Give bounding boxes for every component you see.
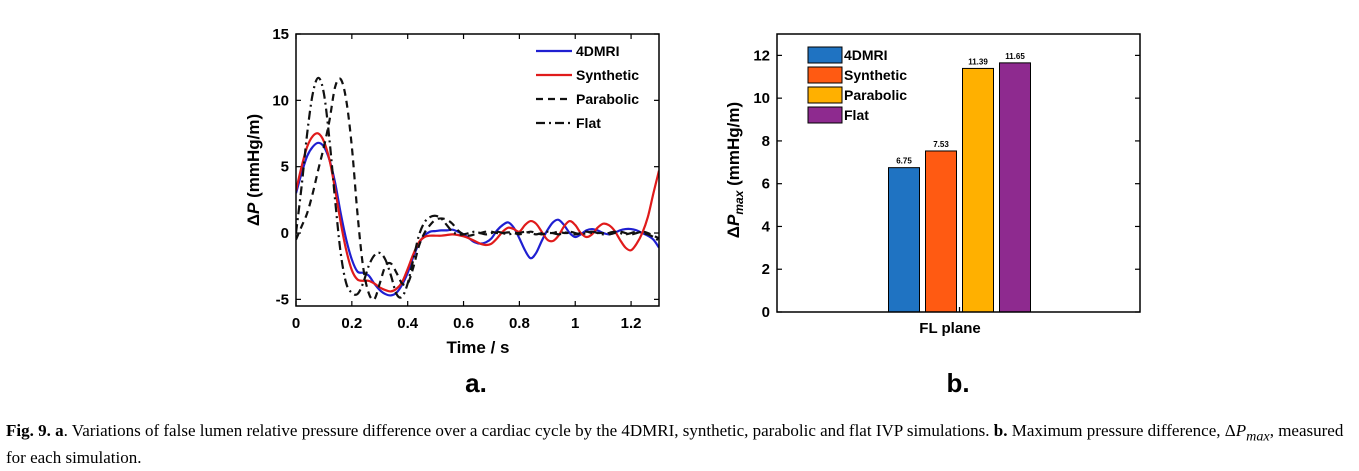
legend-swatch-synthetic: [807, 66, 843, 84]
y-tick-label: 4: [762, 218, 771, 235]
caption-part-a: a: [55, 421, 64, 440]
caption-fig-label: Fig. 9.: [6, 421, 51, 440]
legend-label-flat: Flat: [576, 115, 601, 131]
x-tick-label: 1.2: [621, 315, 642, 332]
y-tick-label: 15: [272, 26, 289, 43]
bar-4dmri: [888, 167, 920, 313]
caption-text-b-2: , measured for each simulation.: [6, 421, 1344, 468]
y-tick-label: 8: [762, 133, 770, 150]
x-tick-label: 0: [292, 315, 300, 332]
y-tick-label: 10: [753, 90, 770, 107]
x-tick-label: 1: [571, 315, 579, 332]
caption-text-a: . Variations of false lumen relative pre…: [63, 421, 990, 440]
bar-synthetic: [925, 150, 957, 313]
figure-caption: Fig. 9. a. Variations of false lumen rel…: [6, 420, 1356, 469]
caption-symbol: P: [1235, 421, 1247, 440]
x-tick-label: 0.6: [453, 315, 474, 332]
panel-b-label: b.: [946, 368, 969, 398]
panel-a-legend: 4DMRI Synthetic Parabolic Flat: [536, 43, 639, 131]
legend-swatch-4dmri: [807, 46, 843, 64]
y-tick-label: 5: [281, 159, 289, 176]
x-tick-label: 0.2: [341, 315, 362, 332]
x-tick-label: 0.4: [397, 315, 419, 332]
panel-b-bar-chart: 0 2 4 6 8 10 12 6.75 7.53 11.39 11.65 4DMRI Synthe…: [724, 33, 1141, 398]
series-line-synthetic: [296, 132, 659, 293]
panel-a-plot-frame: [295, 33, 660, 307]
panel-b-y-axis-label: ΔPmax (mmHg/m): [724, 102, 746, 238]
caption-text-b-1: Maximum pressure difference,: [1011, 421, 1225, 440]
bar-value-label: 7.53: [933, 140, 949, 149]
panel-a-label: a.: [465, 368, 487, 398]
panel-b-legend: 4DMRI Synthetic Parabolic Flat: [807, 46, 907, 124]
y-tick-label: 12: [753, 47, 770, 64]
y-tick-label: 10: [272, 92, 289, 109]
bar-value-label: 11.39: [968, 57, 988, 66]
legend-label-synthetic: Synthetic: [576, 67, 639, 83]
series-line-4dmri: [296, 141, 659, 297]
legend-label-parabolic: Parabolic: [844, 87, 907, 103]
bar-value-label: 11.65: [1005, 52, 1025, 61]
legend-label-4dmri: 4DMRI: [576, 43, 620, 59]
y-tick-label: 2: [762, 261, 770, 278]
legend-swatch-flat: [807, 106, 843, 124]
caption-part-b: b.: [993, 421, 1008, 440]
y-tick-label: 6: [762, 176, 770, 193]
legend-label-flat: Flat: [844, 107, 869, 123]
series-line-flat: [296, 76, 659, 299]
caption-delta: Δ: [1224, 421, 1236, 440]
bar-value-label: 6.75: [896, 157, 912, 166]
y-tick-label: -5: [276, 291, 289, 308]
panel-a-y-axis-label: ΔP (mmHg/m): [244, 114, 263, 226]
panel-a-x-axis-label: Time / s: [447, 338, 510, 357]
legend-label-parabolic: Parabolic: [576, 91, 639, 107]
legend-swatch-parabolic: [807, 86, 843, 104]
bar-parabolic: [962, 67, 994, 313]
y-tick-label: 0: [281, 225, 289, 242]
y-tick-label: 0: [762, 304, 770, 321]
panel-b-plot-frame: [776, 33, 1141, 313]
panel-a-series: [296, 76, 659, 301]
legend-label-4dmri: 4DMRI: [844, 47, 888, 63]
panel-b-ticks: 0 2 4 6 8 10 12: [753, 47, 1140, 321]
bar-flat: [999, 62, 1031, 313]
legend-label-synthetic: Synthetic: [844, 67, 907, 83]
caption-sub: max: [1246, 428, 1270, 445]
panel-b-category-label: FL plane: [919, 320, 980, 337]
panel-b-bars: 6.75 7.53 11.39 11.65: [888, 52, 1031, 313]
x-tick-label: 0.8: [509, 315, 530, 332]
